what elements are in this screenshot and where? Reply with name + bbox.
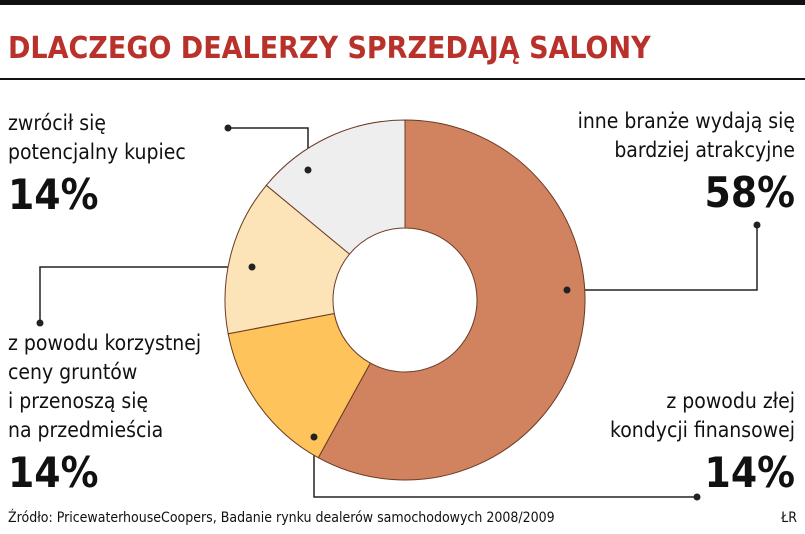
leader-dot bbox=[36, 319, 44, 327]
leader-dot bbox=[753, 221, 761, 229]
value-label: 58% bbox=[705, 168, 795, 217]
leader-dot bbox=[224, 124, 232, 132]
value-label: 14% bbox=[705, 448, 795, 497]
donut-segment bbox=[265, 119, 406, 255]
value-label: 14% bbox=[8, 170, 98, 219]
leader-dot bbox=[693, 493, 701, 501]
slice-label: potencjalny kupiec bbox=[8, 140, 186, 164]
slice-label: z powodu korzystnej bbox=[8, 331, 201, 355]
donut bbox=[224, 119, 586, 481]
credit: ŁR bbox=[780, 510, 797, 526]
slice-label: zwrócił się bbox=[8, 111, 106, 135]
donut-segment bbox=[317, 119, 586, 481]
leader-line bbox=[567, 225, 758, 291]
leader-dot bbox=[248, 263, 256, 271]
donut-segment bbox=[224, 184, 351, 335]
slice-label: bardziej atrakcyjne bbox=[614, 138, 795, 162]
chart-title: DLACZEGO DEALERZY SPRZEDAJĄ SALONY bbox=[8, 31, 651, 66]
leader-dot bbox=[563, 286, 571, 294]
value-label: 14% bbox=[8, 448, 98, 497]
title-rule bbox=[0, 78, 805, 80]
slice-label: ceny gruntów bbox=[8, 360, 137, 384]
donut-segment bbox=[227, 312, 371, 459]
leader-line bbox=[313, 437, 697, 498]
slice-label: i przenoszą się bbox=[8, 389, 148, 413]
top-rule bbox=[0, 0, 805, 5]
leader-line bbox=[39, 266, 252, 323]
leader-dot bbox=[304, 166, 312, 174]
slice-label: inne branże wydają się bbox=[578, 109, 795, 133]
leader-dot bbox=[310, 433, 318, 441]
slice-label: kondycji finansowej bbox=[610, 418, 795, 442]
source: Źródło: PricewaterhouseCoopers, Badanie … bbox=[8, 508, 555, 526]
slice-label: na przedmieścia bbox=[8, 418, 163, 442]
slice-label: z powodu złej bbox=[666, 389, 795, 413]
